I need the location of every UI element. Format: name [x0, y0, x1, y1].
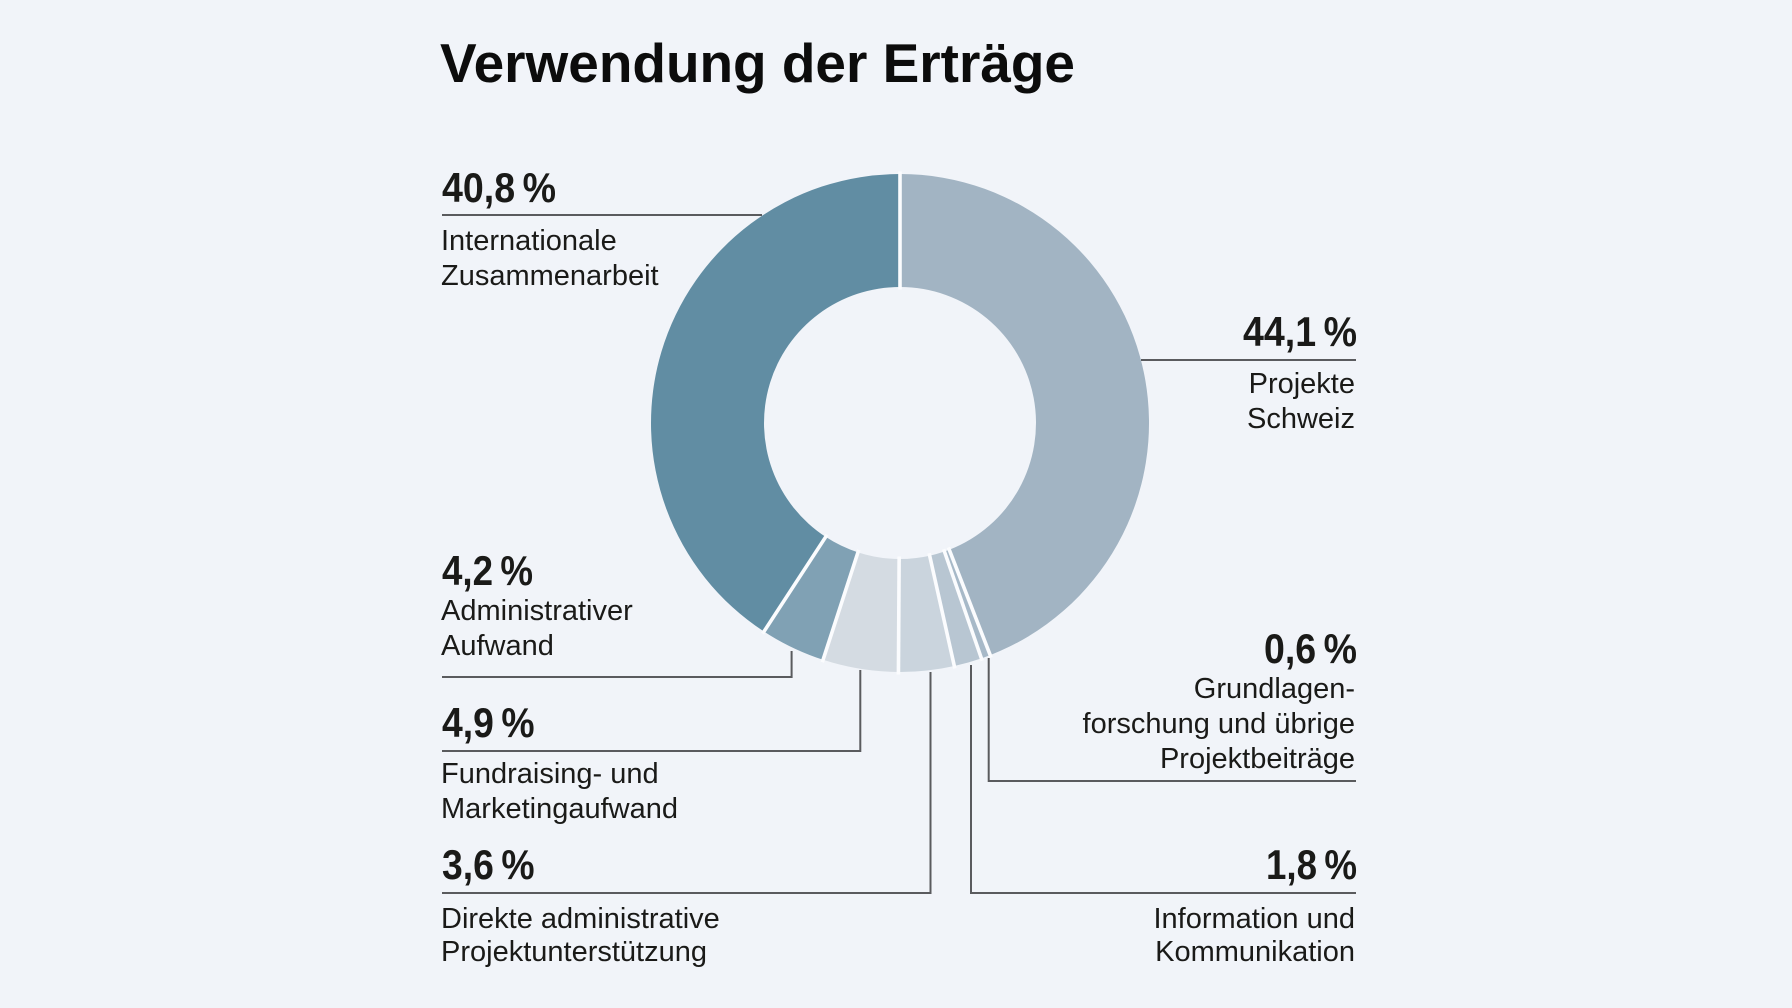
- svg-text:forschung und übrige: forschung und übrige: [1083, 708, 1355, 740]
- svg-text:1,8 %: 1,8 %: [1266, 841, 1357, 888]
- svg-text:Kommunikation: Kommunikation: [1155, 936, 1355, 968]
- svg-text:Internationale: Internationale: [441, 225, 617, 257]
- svg-text:Projektbeiträge: Projektbeiträge: [1160, 743, 1355, 775]
- svg-text:Aufwand: Aufwand: [441, 630, 554, 662]
- svg-text:Projektunterstützung: Projektunterstützung: [441, 936, 707, 968]
- svg-text:4,9 %: 4,9 %: [442, 699, 535, 746]
- svg-text:0,6 %: 0,6 %: [1264, 625, 1357, 672]
- svg-text:Projekte: Projekte: [1249, 368, 1355, 400]
- svg-text:Administrativer: Administrativer: [441, 595, 633, 627]
- svg-text:Verwendung der Erträge: Verwendung der Erträge: [440, 32, 1075, 94]
- svg-text:Direkte administrative: Direkte administrative: [441, 903, 720, 935]
- svg-text:44,1 %: 44,1 %: [1243, 308, 1357, 355]
- svg-text:4,2 %: 4,2 %: [442, 547, 533, 594]
- svg-text:Marketingaufwand: Marketingaufwand: [441, 793, 678, 825]
- svg-text:Grundlagen-: Grundlagen-: [1194, 673, 1355, 705]
- svg-text:3,6 %: 3,6 %: [442, 841, 535, 888]
- svg-text:Information und: Information und: [1153, 903, 1355, 935]
- svg-text:Schweiz: Schweiz: [1247, 403, 1355, 435]
- svg-text:40,8 %: 40,8 %: [442, 164, 556, 211]
- svg-text:Zusammenarbeit: Zusammenarbeit: [441, 260, 659, 292]
- svg-text:Fundraising- und: Fundraising- und: [441, 758, 659, 790]
